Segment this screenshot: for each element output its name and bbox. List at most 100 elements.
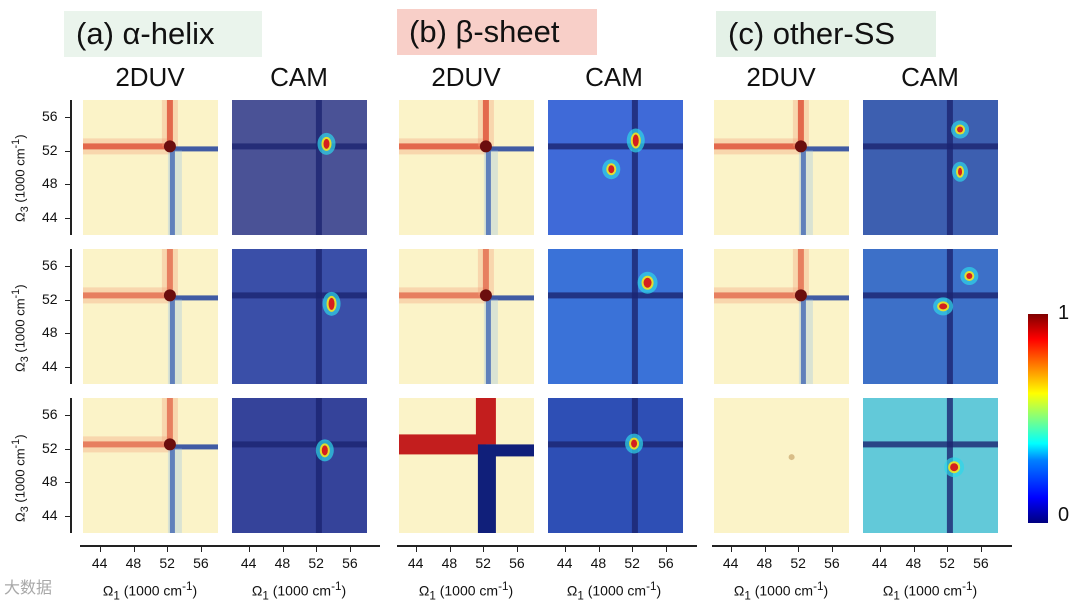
y-tick-label: 44 [42,507,58,524]
y-axis-line-row2 [70,249,72,384]
x-tick-mark [201,547,203,552]
x-tick-label: 56 [973,555,989,571]
x-axis-label-b2: Ω1 (1000 cm-1) [566,580,662,603]
x-tick-label: 52 [308,555,324,571]
heatmap-svg [548,249,683,384]
x-tick-mark [449,547,451,552]
y-tick-mark [65,218,70,220]
x-tick-mark [564,547,566,552]
x-tick-mark [730,547,732,552]
subtitle-cam-a: CAM [270,62,328,92]
x-tick-label: 56 [658,555,674,571]
x-tick-label: 56 [824,555,840,571]
y-tick-mark [65,333,70,335]
y-tick-mark [65,482,70,484]
x-tick-mark [879,547,881,552]
x-tick-mark [913,547,915,552]
group-title-alpha: (a) α-helix [64,11,262,57]
x-tick-label: 56 [509,555,525,571]
y-tick-label: 44 [42,358,58,375]
y-axis-label-row3: Ω3 (1000 cm-1) [10,434,31,522]
x-tick-label: 52 [475,555,491,571]
x-axis-label-a2: Ω1 (1000 cm-1) [251,580,347,603]
heatmap-svg [83,249,218,384]
heatmap-svg [232,100,367,235]
heatmap-panel-c-2duv-row2 [714,249,849,384]
x-tick-label: 48 [905,555,922,571]
x-tick-label: 52 [790,555,806,571]
heatmap-panel-a-2duv-row1 [83,100,218,235]
y-tick-label: 52 [42,141,58,158]
watermark: 大数据 [4,580,53,597]
x-axis-label-a1: Ω1 (1000 cm-1) [102,580,198,603]
y-axis-label-row2: Ω3 (1000 cm-1) [10,284,31,372]
y-tick-mark [65,116,70,118]
x-axis-line-a [80,545,380,547]
heatmap-svg [863,100,998,235]
heatmap-panel-b-2duv-row1 [399,100,534,235]
y-tick-label: 52 [42,439,58,456]
group-title-other: (c) other-SS [716,11,936,57]
x-tick-label: 48 [274,555,291,571]
x-tick-label: 44 [91,555,108,571]
heatmap-svg [714,398,849,533]
heatmap-panel-a-2duv-row2 [83,249,218,384]
x-tick-mark [517,547,519,552]
x-tick-mark [99,547,101,552]
x-tick-mark [947,547,949,552]
x-tick-label: 48 [441,555,458,571]
x-tick-mark [350,547,352,552]
x-axis-line-b [397,545,697,547]
x-tick-mark [483,547,485,552]
y-tick-label: 48 [42,473,58,490]
heatmap-svg [548,398,683,533]
y-tick-mark [65,414,70,416]
x-tick-label: 48 [590,555,607,571]
x-tick-label: 52 [939,555,955,571]
x-axis-label-c1: Ω1 (1000 cm-1) [733,580,829,603]
y-axis-line-row3 [70,398,72,533]
heatmap-panel-a-2duv-row3 [83,398,218,533]
x-tick-label: 44 [240,555,257,571]
heatmap-svg [83,398,218,533]
x-tick-label: 56 [342,555,358,571]
y-tick-mark [65,299,70,301]
x-tick-mark [415,547,417,552]
colorbar-max-label: 1 [1058,302,1070,324]
x-tick-mark [666,547,668,552]
heatmap-svg [399,100,534,235]
heatmap-svg [232,398,367,533]
y-tick-mark [65,448,70,450]
heatmap-panel-b-cam-row3 [548,398,683,533]
subtitle-cam-b: CAM [585,62,643,92]
y-tick-label: 56 [42,405,58,422]
x-tick-mark [764,547,766,552]
heatmap-panel-a-cam-row2 [232,249,367,384]
heatmap-panel-b-cam-row2 [548,249,683,384]
x-tick-label: 56 [193,555,209,571]
x-tick-mark [798,547,800,552]
x-axis-label-b1: Ω1 (1000 cm-1) [418,580,514,603]
y-tick-mark [65,184,70,186]
heatmap-svg [714,100,849,235]
x-tick-mark [598,547,600,552]
x-axis-line-c [712,545,1012,547]
heatmap-svg [83,100,218,235]
x-tick-mark [981,547,983,552]
x-tick-mark [316,547,318,552]
x-tick-label: 44 [722,555,739,571]
y-tick-mark [65,516,70,518]
subtitle-2duv-c: 2DUV [746,62,816,92]
heatmap-svg [232,249,367,384]
x-axis-label-c2: Ω1 (1000 cm-1) [882,580,978,603]
heatmap-panel-c-cam-row3 [863,398,998,533]
colorbar-min-label: 0 [1058,504,1070,526]
x-tick-mark [832,547,834,552]
heatmap-panel-c-2duv-row3 [714,398,849,533]
subtitle-cam-c: CAM [901,62,959,92]
y-tick-mark [65,265,70,267]
x-tick-mark [282,547,284,552]
y-axis-line-row1 [70,100,72,235]
heatmap-panel-b-cam-row1 [548,100,683,235]
heatmap-svg [714,249,849,384]
